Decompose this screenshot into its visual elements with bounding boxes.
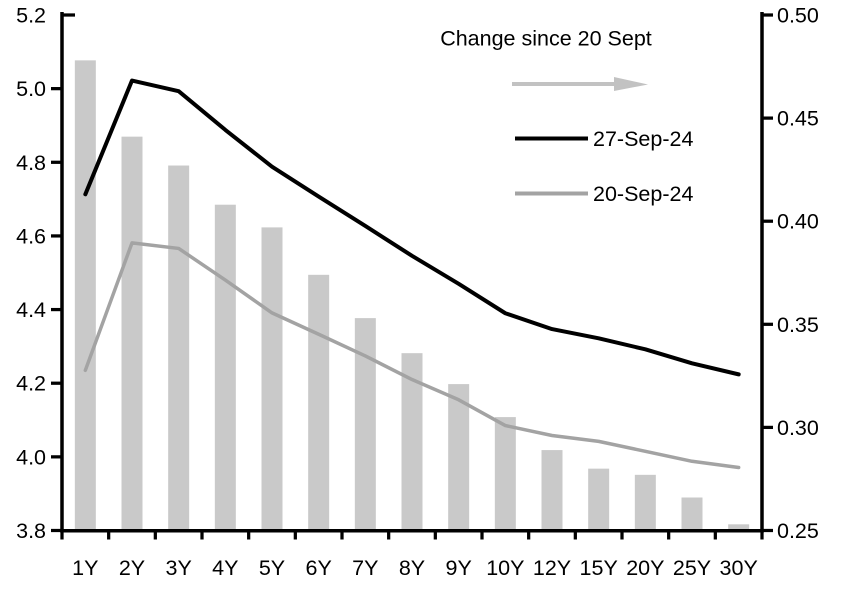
bar-4Y <box>214 204 236 531</box>
bar-9Y <box>448 384 470 531</box>
left-axis-tick-label: 4.0 <box>16 445 46 469</box>
bar-10Y <box>494 417 516 531</box>
x-axis-category-label: 25Y <box>673 556 711 580</box>
series-line-20-sep-24 <box>83 241 741 470</box>
legend-annotation-label: Change since 20 Sept <box>440 27 652 51</box>
left-axis-tick-label: 4.2 <box>16 372 46 396</box>
bar-30Y <box>728 524 750 531</box>
left-axis-tick-label: 5.0 <box>16 77 46 101</box>
x-axis-category-label: 30Y <box>720 556 758 580</box>
x-axis-category-label: 12Y <box>533 556 571 580</box>
x-axis-category-label: 15Y <box>580 556 618 580</box>
x-axis-category-label: 7Y <box>352 556 378 580</box>
left-axis-tick-label: 4.8 <box>16 151 46 175</box>
x-axis-category-label: 3Y <box>166 556 192 580</box>
bar-1Y <box>74 60 96 531</box>
bar-7Y <box>354 318 376 531</box>
bar-12Y <box>541 450 563 531</box>
right-axis-tick-label: 0.50 <box>777 4 819 28</box>
x-axis-category-label: 4Y <box>212 556 238 580</box>
bar-6Y <box>308 274 330 531</box>
x-axis-category-label: 8Y <box>399 556 425 580</box>
left-axis-tick-label: 4.6 <box>16 224 46 248</box>
legend-label-27-sep: 27-Sep-24 <box>593 127 693 151</box>
x-axis-category-label: 6Y <box>306 556 332 580</box>
axes-layer <box>51 12 773 540</box>
bar-3Y <box>168 165 190 531</box>
bar-15Y <box>588 468 610 531</box>
bar-8Y <box>401 353 423 531</box>
left-axis-tick-label: 3.8 <box>16 519 46 543</box>
x-axis-category-label: 10Y <box>486 556 524 580</box>
bar-20Y <box>634 474 656 531</box>
right-axis-tick-label: 0.35 <box>777 313 819 337</box>
x-axis-category-label: 20Y <box>626 556 664 580</box>
right-axis-tick-label: 0.25 <box>777 519 819 543</box>
bar-5Y <box>261 227 283 531</box>
left-axis-tick-label: 5.2 <box>16 4 46 28</box>
legend: Change since 20 Sept 27-Sep-24 20-Sep-24 <box>440 27 693 207</box>
left-axis-tick-label: 4.4 <box>16 298 46 322</box>
axis-labels-layer: 5.2 5.0 4.8 4.6 4.4 4.2 4.0 3.8 0.50 0.45 0.40 0.35… <box>16 4 819 581</box>
right-axis-tick-label: 0.40 <box>777 210 819 234</box>
bar-2Y <box>121 136 143 531</box>
right-axis-tick-label: 0.30 <box>777 416 819 440</box>
change-arrow-head-icon <box>614 77 648 91</box>
x-axis-category-label: 2Y <box>119 556 145 580</box>
x-axis-category-label: 5Y <box>259 556 285 580</box>
legend-label-20-sep: 20-Sep-24 <box>593 182 693 206</box>
x-axis-category-label: 1Y <box>72 556 98 580</box>
series-line-27-sep-24 <box>83 78 741 377</box>
right-axis-tick-label: 0.45 <box>777 107 819 131</box>
bar-25Y <box>681 497 703 531</box>
line-series-layer <box>83 78 741 470</box>
bar-series-layer <box>74 60 750 531</box>
x-axis-category-label: 9Y <box>446 556 472 580</box>
